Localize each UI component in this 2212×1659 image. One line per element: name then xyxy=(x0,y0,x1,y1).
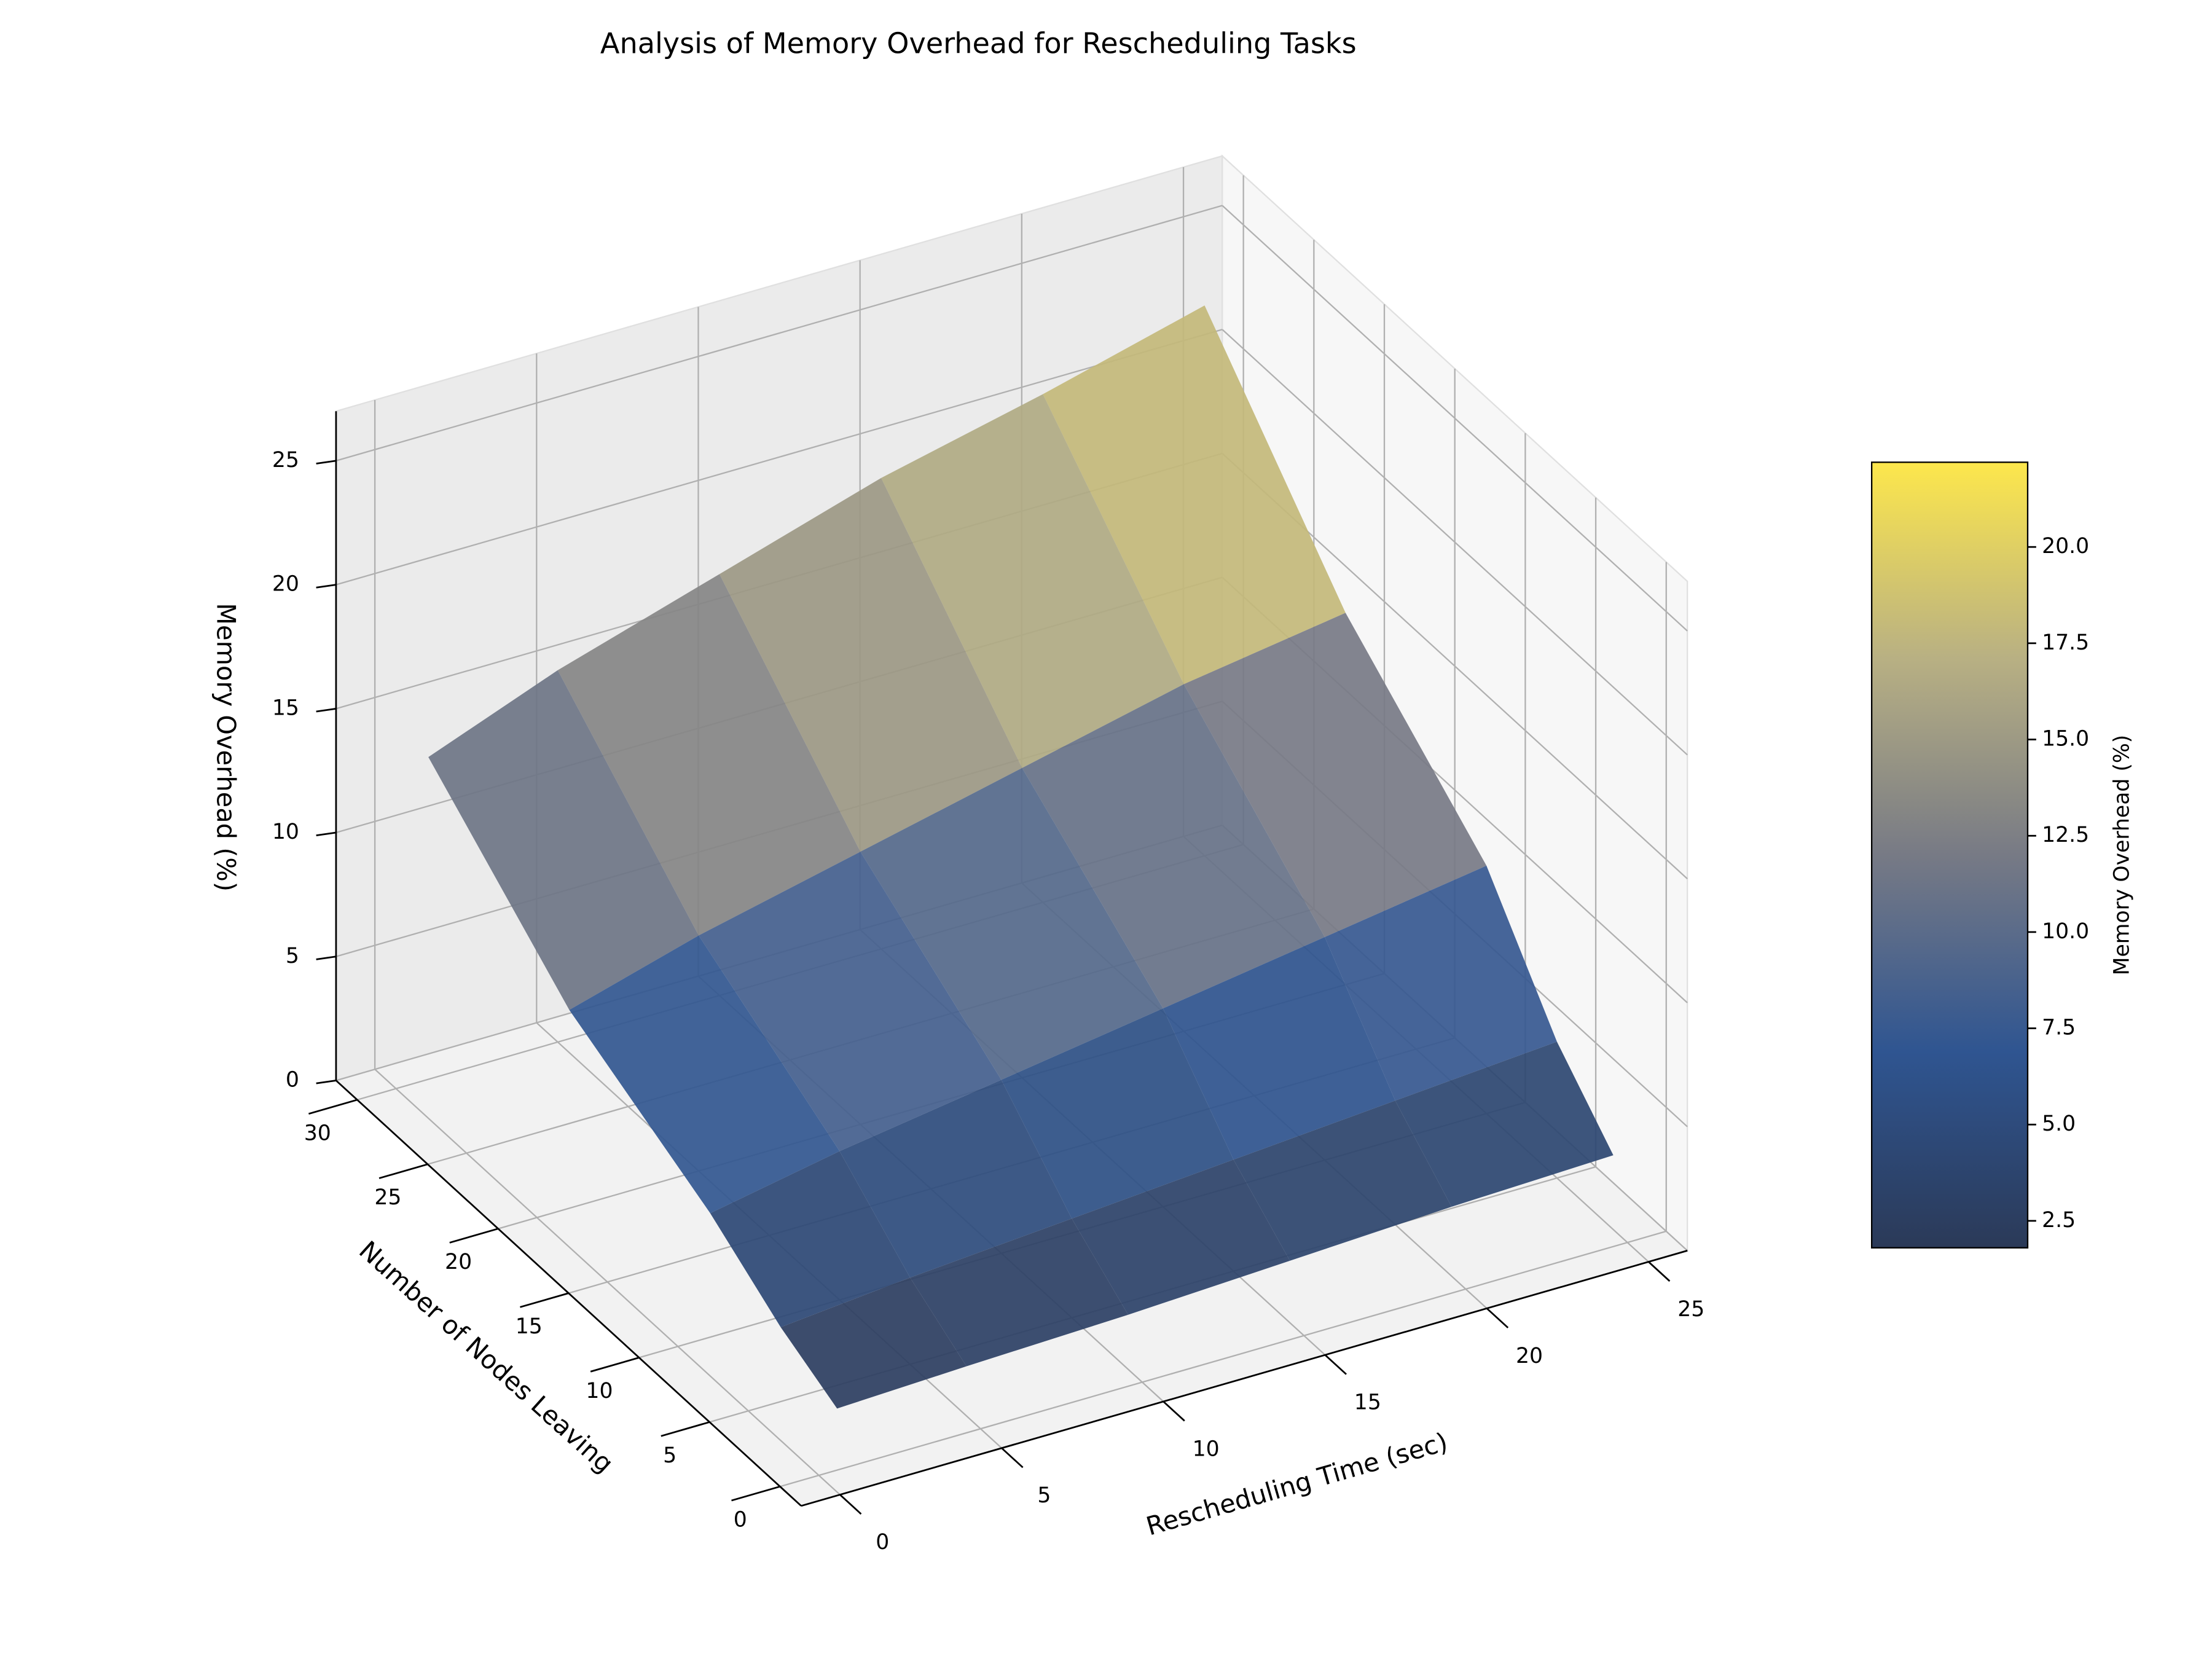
surface-patch xyxy=(780,1277,967,1409)
grid-line xyxy=(1222,205,1688,632)
y-tick xyxy=(520,1292,569,1308)
z-tick xyxy=(316,831,337,837)
x-tick-label: 25 xyxy=(1677,1297,1704,1322)
y-tick-label: 25 xyxy=(374,1185,401,1210)
surface-patch xyxy=(1233,1100,1452,1261)
z-tick xyxy=(316,707,337,713)
colorbar-tick-label: 5.0 xyxy=(2042,1112,2076,1136)
surface-patch xyxy=(1325,865,1557,1101)
y-tick-label: 30 xyxy=(304,1121,331,1145)
x-axis-label: Rescheduling Time (sec) xyxy=(1143,1427,1451,1542)
z-tick-label: 10 xyxy=(272,820,299,844)
surface-patch xyxy=(1395,1041,1614,1207)
y-tick-label: 0 xyxy=(734,1508,747,1532)
surface-patch xyxy=(710,1151,911,1328)
y-tick xyxy=(661,1421,710,1437)
colorbar-tick-label: 12.5 xyxy=(2042,823,2089,847)
y-tick-label: 20 xyxy=(445,1250,472,1274)
colorbar-tick-label: 20.0 xyxy=(2042,534,2089,559)
surface-patch xyxy=(860,767,1163,1080)
z-axis-label: Memory Overhead (%) xyxy=(211,603,241,892)
surface-patch xyxy=(569,935,840,1214)
y-tick-label: 10 xyxy=(586,1379,613,1403)
x-tick xyxy=(1648,1261,1671,1282)
chart-title: Analysis of Memory Overhead for Reschedu… xyxy=(600,26,1357,60)
x-tick-label: 10 xyxy=(1193,1437,1220,1461)
x-tick-label: 0 xyxy=(876,1530,889,1555)
colorbar-tick-label: 10.0 xyxy=(2042,919,2089,944)
surface-patch xyxy=(699,852,1002,1151)
y-axis xyxy=(335,1080,802,1507)
z-tick-label: 25 xyxy=(272,448,299,473)
z-tick xyxy=(316,1080,337,1084)
surface-patch xyxy=(839,1080,1072,1278)
x-tick xyxy=(1486,1308,1509,1328)
surface-patch xyxy=(910,1218,1129,1367)
y-tick xyxy=(308,1099,358,1115)
surface-patch xyxy=(1022,684,1325,1009)
x-tick xyxy=(1324,1354,1347,1375)
surface-patch xyxy=(1001,1008,1234,1219)
y-tick xyxy=(731,1485,780,1502)
colorbar-tick-label: 7.5 xyxy=(2042,1016,2076,1040)
surface-patch xyxy=(1072,1159,1290,1315)
grid-line xyxy=(780,1230,1667,1488)
surface-patch xyxy=(719,477,1022,852)
z-tick xyxy=(316,460,337,465)
colorbar-tick-label: 15.0 xyxy=(2042,727,2089,751)
surface-patch xyxy=(1183,613,1487,938)
colorbar-tick-label: 17.5 xyxy=(2042,630,2089,655)
colorbar-tick-label: 2.5 xyxy=(2042,1208,2076,1233)
z-tick-label: 20 xyxy=(272,572,299,597)
x-tick-label: 20 xyxy=(1516,1344,1543,1368)
z-tick-label: 15 xyxy=(272,696,299,720)
z-tick-label: 0 xyxy=(286,1067,299,1092)
surface-patch xyxy=(1163,937,1395,1160)
grid-line xyxy=(335,205,1223,462)
surface-patch xyxy=(557,574,861,936)
colorbar-label: Memory Overhead (%) xyxy=(2110,735,2135,976)
z-tick xyxy=(316,955,337,960)
z-tick-label: 5 xyxy=(286,944,299,968)
x-axis xyxy=(801,1250,1688,1507)
surface-patch xyxy=(1043,305,1346,684)
y-tick xyxy=(449,1228,499,1244)
x-tick-label: 15 xyxy=(1354,1390,1381,1415)
surface-patch xyxy=(881,394,1184,768)
x-tick-label: 5 xyxy=(1037,1483,1051,1508)
y-tick xyxy=(378,1163,428,1179)
x-tick xyxy=(1163,1400,1185,1422)
x-tick xyxy=(1001,1447,1024,1469)
grid-line xyxy=(1222,329,1688,756)
grid-line xyxy=(335,329,1223,586)
z-tick xyxy=(316,584,337,589)
y-tick xyxy=(590,1357,640,1373)
y-tick-label: 5 xyxy=(663,1443,677,1468)
x-tick xyxy=(839,1494,862,1515)
y-tick-label: 15 xyxy=(516,1314,543,1339)
surface-patch xyxy=(428,670,699,1010)
colorbar xyxy=(1871,461,2029,1249)
